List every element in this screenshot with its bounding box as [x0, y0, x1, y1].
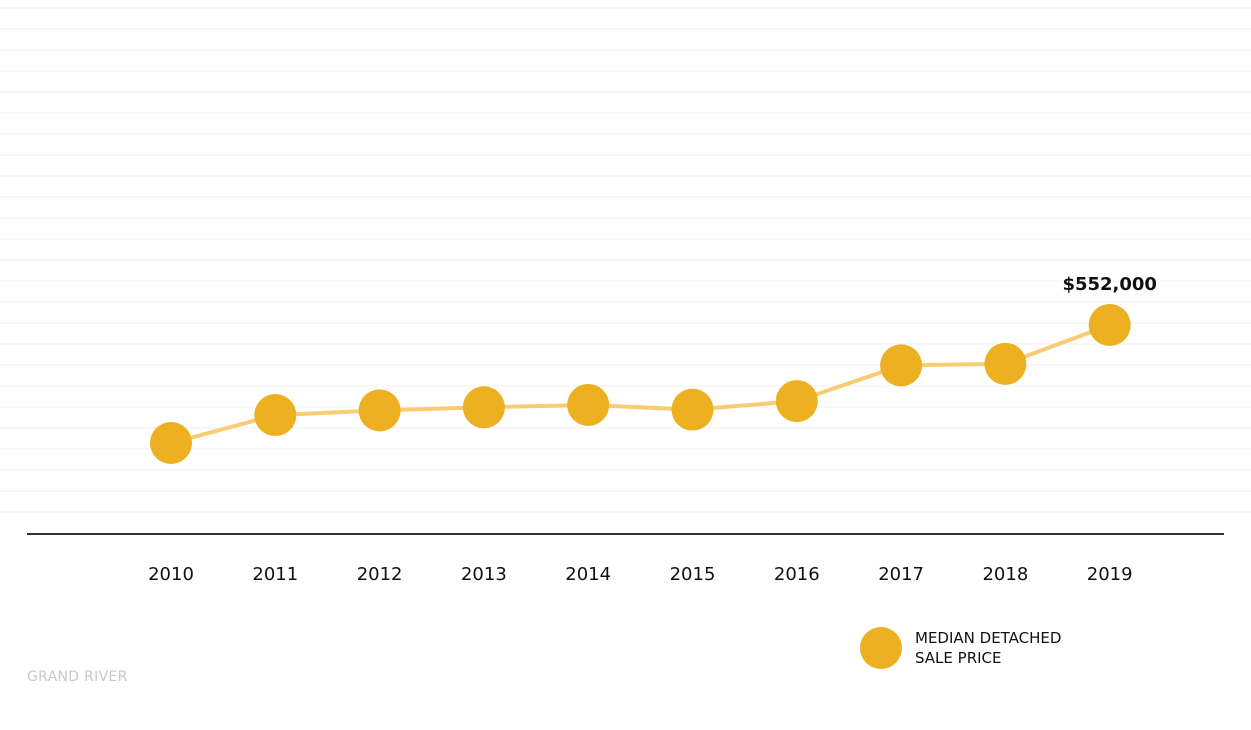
x-tick-label: 2015 [670, 564, 716, 585]
gridlines [0, 7, 1251, 513]
source-label: GRAND RIVER [27, 669, 128, 685]
x-tick-label: 2017 [878, 564, 924, 585]
data-point-2016 [775, 380, 818, 423]
legend-marker [860, 627, 902, 669]
x-tick-label: 2010 [148, 564, 194, 585]
data-label-2019: $552,000 [1062, 274, 1157, 295]
x-tick-label: 2013 [461, 564, 507, 585]
data-point-2017 [880, 344, 923, 387]
x-tick-label: 2012 [357, 564, 403, 585]
x-tick-label: 2018 [982, 564, 1028, 585]
x-tick-label: 2011 [252, 564, 298, 585]
data-point-2014 [567, 383, 610, 426]
data-point-2018 [984, 342, 1027, 385]
data-point-2011 [254, 394, 297, 437]
line-chart: 2010 2011 2012 2013 2014 2015 2016 2017 2018 2019… [0, 7, 1251, 585]
data-point-2013 [462, 386, 505, 429]
data-point-2015 [671, 388, 714, 431]
data-point-2019 [1088, 304, 1131, 346]
data-point-2012 [358, 389, 401, 432]
legend-label: MEDIAN DETACHED SALE PRICE [915, 629, 1062, 667]
x-tick-label: 2016 [774, 564, 820, 585]
data-point-2010 [150, 422, 192, 464]
x-tick-label: 2019 [1087, 564, 1133, 585]
chart-legend: MEDIAN DETACHED SALE PRICE [860, 627, 1095, 669]
series-line [169, 323, 1112, 445]
x-tick-label: 2014 [565, 564, 611, 585]
